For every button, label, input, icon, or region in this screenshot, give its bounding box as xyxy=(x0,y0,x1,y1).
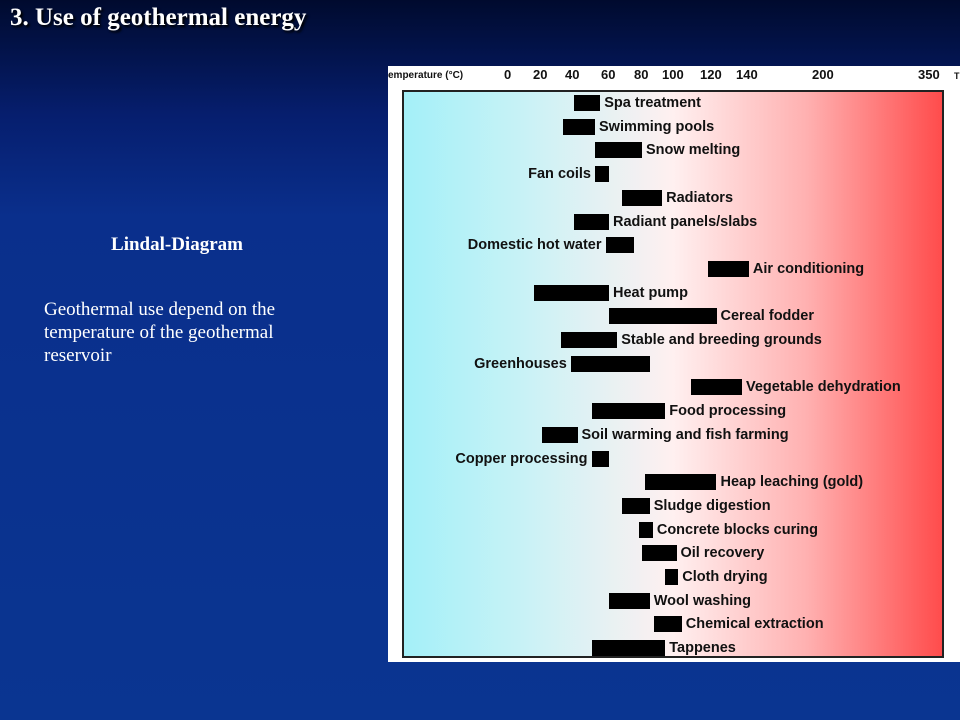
temperature-axis: emperature (°C) 0 20 40 60 80 100 120 14… xyxy=(388,66,960,86)
bar-concrete-blocks-curing xyxy=(638,521,653,538)
bar-vegetable-dehydration xyxy=(690,379,742,396)
tick-350: 350 xyxy=(918,67,940,82)
tick-200: 200 xyxy=(812,67,834,82)
bar-radiators xyxy=(622,189,663,206)
bar-cloth-drying xyxy=(665,569,679,585)
label-soil-warming-and-fish-farming: Soil warming and fish farming xyxy=(581,426,789,443)
tick-40: 40 xyxy=(565,67,580,82)
label-swimming-pools: Swimming pools xyxy=(599,118,715,135)
tick-120: 120 xyxy=(700,67,722,82)
bar-greenhouses xyxy=(570,355,650,372)
label-oil-recovery: Oil recovery xyxy=(680,545,765,562)
bar-heat-pump xyxy=(534,284,609,301)
temperature-gradient xyxy=(402,90,944,658)
label-tappenes: Tappenes xyxy=(669,640,736,657)
label-heap-leaching-gold: Heap leaching (gold) xyxy=(720,474,864,491)
label-greenhouses: Greenhouses xyxy=(474,355,567,372)
bar-swimming-pools xyxy=(562,118,595,135)
bar-chemical-extraction xyxy=(654,616,682,633)
bar-tappenes xyxy=(591,640,666,657)
bar-cereal-fodder xyxy=(609,308,717,325)
bar-air-conditioning xyxy=(708,260,749,277)
bar-sludge-digestion xyxy=(622,497,650,514)
bar-stable-and-breeding-grounds xyxy=(561,332,618,348)
label-concrete-blocks-curing: Concrete blocks curing xyxy=(656,521,818,538)
tick-80: 80 xyxy=(634,67,649,82)
bar-snow-melting xyxy=(595,142,642,159)
tick-20: 20 xyxy=(533,67,548,82)
lindal-diagram-heading: Lindal-Diagram xyxy=(111,234,243,255)
tick-140: 140 xyxy=(736,67,758,82)
label-stable-and-breeding-grounds: Stable and breeding grounds xyxy=(621,332,822,348)
bar-soil-warming-and-fish-farming xyxy=(542,426,578,443)
label-spa-treatment: Spa treatment xyxy=(604,95,701,111)
label-chemical-extraction: Chemical extraction xyxy=(685,616,824,633)
bar-spa-treatment xyxy=(574,95,601,111)
bar-radiant-panels-slabs xyxy=(574,213,609,230)
bar-copper-processing xyxy=(591,450,609,467)
label-heat-pump: Heat pump xyxy=(613,284,688,301)
axis-cut-char: T xyxy=(954,71,960,81)
description-text: Geothermal use depend on the temperature… xyxy=(44,299,276,366)
label-snow-melting: Snow melting xyxy=(646,142,741,159)
slide-title: 3. Use of geothermal energy xyxy=(10,4,307,31)
label-vegetable-dehydration: Vegetable dehydration xyxy=(746,379,901,396)
label-domestic-hot-water: Domestic hot water xyxy=(467,237,602,254)
label-radiant-panels-slabs: Radiant panels/slabs xyxy=(613,213,758,230)
label-sludge-digestion: Sludge digestion xyxy=(653,497,771,514)
label-radiators: Radiators xyxy=(666,189,734,206)
bar-fan-coils xyxy=(595,166,609,183)
bar-oil-recovery xyxy=(642,545,677,562)
label-food-processing: Food processing xyxy=(669,403,787,420)
tick-0: 0 xyxy=(504,67,512,82)
bar-heap-leaching-gold xyxy=(645,474,717,491)
bar-domestic-hot-water xyxy=(605,237,634,254)
label-air-conditioning: Air conditioning xyxy=(752,260,865,277)
lindal-diagram: emperature (°C) 0 20 40 60 80 100 120 14… xyxy=(388,66,960,662)
tick-100: 100 xyxy=(662,67,684,82)
label-copper-processing: Copper processing xyxy=(455,450,588,467)
temperature-axis-label: emperature (°C) xyxy=(388,70,464,81)
tick-60: 60 xyxy=(601,67,616,82)
bar-wool-washing xyxy=(609,592,650,609)
bar-food-processing xyxy=(591,403,666,420)
label-wool-washing: Wool washing xyxy=(653,592,751,609)
label-fan-coils: Fan coils xyxy=(528,166,591,183)
label-cloth-drying: Cloth drying xyxy=(682,569,768,585)
label-cereal-fodder: Cereal fodder xyxy=(720,308,814,325)
